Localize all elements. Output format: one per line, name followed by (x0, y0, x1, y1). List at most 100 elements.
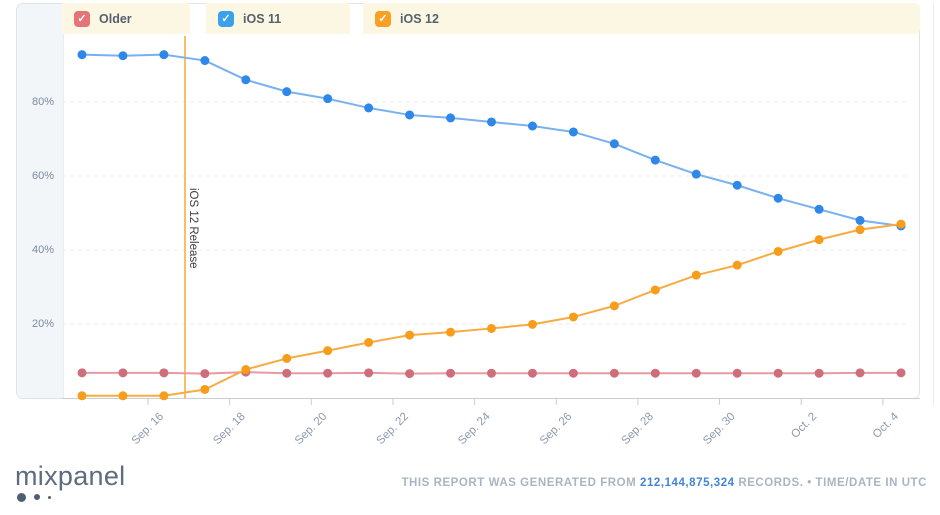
data-point[interactable] (568, 312, 578, 322)
release-annotation-label: iOS 12 Release (187, 188, 199, 269)
data-point[interactable] (405, 369, 415, 379)
checkbox-checked-icon[interactable]: ✓ (74, 10, 90, 27)
data-point[interactable] (732, 260, 742, 270)
data-point[interactable] (896, 219, 906, 229)
legend-item-ios11[interactable]: ✓ iOS 11 (206, 3, 350, 34)
timezone-note: TIME/DATE IN UTC (815, 477, 927, 489)
mixpanel-logo: mixpanel (15, 462, 125, 502)
data-point[interactable] (405, 330, 415, 340)
report-prefix: THIS REPORT WAS GENERATED FROM (401, 477, 637, 489)
data-point[interactable] (855, 225, 865, 235)
x-tick-label: Oct. 2 (789, 411, 819, 441)
data-point[interactable] (282, 368, 292, 378)
panel-right-edge (933, 3, 934, 405)
legend-label-older: Older (99, 11, 132, 26)
legend-label-ios11: iOS 11 (243, 11, 282, 26)
legend-label-ios12: iOS 12 (400, 11, 439, 26)
data-point[interactable] (650, 155, 660, 165)
y-axis-label: 20% (31, 318, 54, 330)
checkbox-checked-icon[interactable]: ✓ (218, 10, 234, 27)
data-point[interactable] (855, 215, 865, 225)
data-point[interactable] (568, 127, 578, 137)
y-axis-label: 40% (31, 244, 54, 256)
data-point[interactable] (159, 391, 169, 401)
legend-gap (190, 3, 206, 34)
data-point[interactable] (364, 103, 374, 113)
data-point[interactable] (77, 391, 87, 401)
data-point[interactable] (609, 301, 619, 311)
data-point[interactable] (527, 368, 537, 378)
mixpanel-logo-dots-icon (17, 492, 125, 502)
trend-chart[interactable]: Sep. 16 Sep. 18 Sep. 20 Sep. 22 Sep. 24 Sep. … (62, 34, 920, 460)
data-point[interactable] (405, 110, 415, 120)
data-point[interactable] (773, 246, 783, 256)
report-generated-text: THIS REPORT WAS GENERATED FROM 212,144,8… (401, 477, 927, 489)
data-point[interactable] (487, 323, 496, 333)
data-point[interactable] (773, 368, 783, 378)
data-point[interactable] (323, 94, 333, 104)
data-point[interactable] (118, 51, 128, 61)
data-point[interactable] (159, 368, 169, 378)
checkbox-checked-icon[interactable]: ✓ (375, 10, 391, 27)
data-point[interactable] (732, 180, 742, 190)
data-point[interactable] (855, 368, 865, 378)
legend-bar: ✓ Older ✓ iOS 11 ✓ iOS 12 (62, 3, 920, 34)
data-point[interactable] (691, 368, 701, 378)
x-tick-label: Sep. 16 (130, 411, 167, 448)
data-point[interactable] (364, 338, 374, 347)
data-point[interactable] (732, 368, 742, 378)
data-point[interactable] (323, 346, 333, 356)
x-tick-label: Oct. 4 (871, 410, 902, 441)
data-point[interactable] (814, 368, 824, 378)
data-point[interactable] (282, 353, 292, 363)
data-point[interactable] (650, 368, 660, 378)
data-point[interactable] (487, 117, 496, 127)
x-tick-label: Sep. 30 (701, 411, 738, 448)
data-point[interactable] (200, 384, 210, 394)
data-point[interactable] (527, 319, 537, 329)
data-point[interactable] (241, 365, 251, 375)
data-point[interactable] (896, 368, 906, 378)
data-point[interactable] (691, 270, 701, 280)
data-point[interactable] (446, 368, 456, 378)
data-point[interactable] (487, 368, 496, 378)
mixpanel-logo-text: mixpanel (15, 461, 126, 491)
chart-panel (16, 3, 920, 399)
data-point[interactable] (814, 235, 824, 245)
bullet-separator: • (807, 477, 812, 489)
data-point[interactable] (446, 327, 456, 337)
x-tick-label: Sep. 20 (293, 411, 330, 448)
y-axis-gutter (17, 4, 64, 398)
legend-item-ios12[interactable]: ✓ iOS 12 (363, 3, 920, 34)
data-point[interactable] (118, 368, 128, 378)
x-tick-label: Sep. 26 (538, 411, 575, 448)
report-suffix: RECORDS. (738, 477, 804, 489)
y-axis-label: 60% (31, 170, 54, 182)
x-tick-label: Sep. 18 (211, 411, 248, 448)
data-point[interactable] (527, 121, 537, 131)
data-point[interactable] (241, 75, 251, 85)
data-point[interactable] (159, 50, 169, 60)
data-point[interactable] (364, 368, 374, 378)
data-point[interactable] (691, 169, 701, 179)
data-point[interactable] (650, 285, 660, 295)
y-axis-label: 80% (31, 96, 54, 108)
data-point[interactable] (323, 368, 333, 378)
x-tick-label: Sep. 24 (456, 410, 493, 447)
data-point[interactable] (773, 193, 783, 203)
data-point[interactable] (282, 87, 292, 97)
data-point[interactable] (200, 369, 210, 379)
data-point[interactable] (814, 204, 824, 214)
data-point[interactable] (446, 113, 456, 123)
legend-item-older[interactable]: ✓ Older (62, 3, 190, 34)
data-point[interactable] (609, 368, 619, 378)
records-count: 212,144,875,324 (640, 477, 735, 489)
data-point[interactable] (568, 368, 578, 378)
data-point[interactable] (77, 50, 87, 60)
data-point[interactable] (77, 368, 87, 378)
data-point[interactable] (118, 391, 128, 401)
x-tick-label: Sep. 22 (375, 411, 412, 448)
x-tick-label: Sep. 28 (619, 411, 656, 448)
data-point[interactable] (609, 139, 619, 149)
data-point[interactable] (200, 56, 210, 66)
